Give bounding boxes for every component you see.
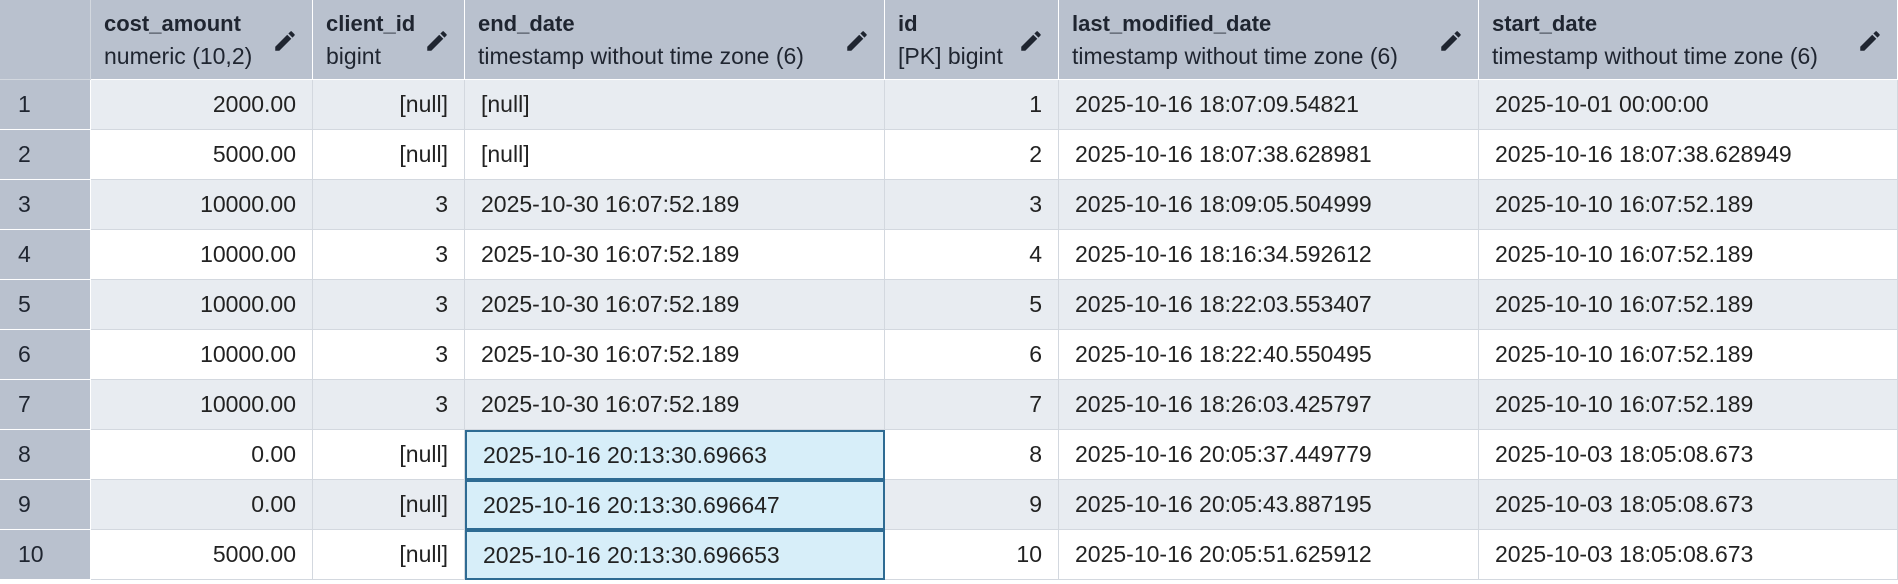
pencil-icon[interactable]: [424, 28, 450, 54]
cell-client-id[interactable]: 3: [313, 230, 465, 280]
cell-last-modified-date[interactable]: 2025-10-16 18:26:03.425797: [1059, 380, 1479, 430]
row-number[interactable]: 7: [0, 380, 91, 430]
cell-id[interactable]: 2: [885, 130, 1059, 180]
column-type: timestamp without time zone (6): [1072, 43, 1398, 69]
row-number[interactable]: 6: [0, 330, 91, 380]
cell-id[interactable]: 7: [885, 380, 1059, 430]
cell-cost-amount[interactable]: 5000.00: [91, 530, 313, 580]
cell-client-id[interactable]: [null]: [313, 530, 465, 580]
row-number[interactable]: 10: [0, 530, 91, 580]
row-number[interactable]: 8: [0, 430, 91, 480]
cell-client-id[interactable]: 3: [313, 330, 465, 380]
row-number[interactable]: 4: [0, 230, 91, 280]
pencil-icon[interactable]: [1857, 28, 1883, 54]
cell-end-date[interactable]: 2025-10-30 16:07:52.189: [465, 230, 885, 280]
cell-cost-amount[interactable]: 10000.00: [91, 380, 313, 430]
cell-last-modified-date[interactable]: 2025-10-16 20:05:43.887195: [1059, 480, 1479, 530]
cell-last-modified-date[interactable]: 2025-10-16 18:07:38.628981: [1059, 130, 1479, 180]
cell-last-modified-date[interactable]: 2025-10-16 20:05:51.625912: [1059, 530, 1479, 580]
cell-start-date[interactable]: 2025-10-03 18:05:08.673: [1479, 480, 1898, 530]
cell-id[interactable]: 1: [885, 80, 1059, 130]
cell-cost-amount[interactable]: 0.00: [91, 480, 313, 530]
cell-last-modified-date[interactable]: 2025-10-16 18:16:34.592612: [1059, 230, 1479, 280]
cell-end-date[interactable]: 2025-10-30 16:07:52.189: [465, 280, 885, 330]
cell-last-modified-date[interactable]: 2025-10-16 18:22:40.550495: [1059, 330, 1479, 380]
row-number[interactable]: 9: [0, 480, 91, 530]
cell-client-id[interactable]: [null]: [313, 480, 465, 530]
cell-cost-amount[interactable]: 10000.00: [91, 180, 313, 230]
cell-client-id[interactable]: [null]: [313, 430, 465, 480]
cell-end-date[interactable]: 2025-10-16 20:13:30.696647: [465, 480, 885, 530]
cell-cost-amount[interactable]: 2000.00: [91, 80, 313, 130]
cell-end-date[interactable]: [null]: [465, 130, 885, 180]
cell-client-id[interactable]: 3: [313, 180, 465, 230]
cell-id[interactable]: 3: [885, 180, 1059, 230]
column-type: timestamp without time zone (6): [478, 43, 804, 69]
column-header-id[interactable]: id [PK] bigint: [885, 0, 1059, 80]
cell-id[interactable]: 5: [885, 280, 1059, 330]
cell-id[interactable]: 10: [885, 530, 1059, 580]
cell-start-date[interactable]: 2025-10-10 16:07:52.189: [1479, 330, 1898, 380]
column-type: timestamp without time zone (6): [1492, 43, 1818, 69]
cell-id[interactable]: 6: [885, 330, 1059, 380]
column-name: id: [898, 11, 918, 36]
column-name: client_id: [326, 11, 416, 36]
column-header-end-date[interactable]: end_date timestamp without time zone (6): [465, 0, 885, 80]
cell-end-date[interactable]: 2025-10-16 20:13:30.696653: [465, 530, 885, 580]
column-header-last-modified-date[interactable]: last_modified_date timestamp without time…: [1059, 0, 1479, 80]
column-type: numeric (10,2): [104, 43, 253, 69]
cell-start-date[interactable]: 2025-10-10 16:07:52.189: [1479, 380, 1898, 430]
cell-start-date[interactable]: 2025-10-16 18:07:38.628949: [1479, 130, 1898, 180]
cell-end-date[interactable]: 2025-10-30 16:07:52.189: [465, 330, 885, 380]
cell-start-date[interactable]: 2025-10-03 18:05:08.673: [1479, 430, 1898, 480]
column-type: [PK] bigint: [898, 43, 1003, 69]
cell-start-date[interactable]: 2025-10-10 16:07:52.189: [1479, 280, 1898, 330]
column-name: end_date: [478, 11, 575, 36]
pencil-icon[interactable]: [1018, 28, 1044, 54]
cell-end-date[interactable]: [null]: [465, 80, 885, 130]
cell-id[interactable]: 4: [885, 230, 1059, 280]
cell-cost-amount[interactable]: 5000.00: [91, 130, 313, 180]
column-header-start-date[interactable]: start_date timestamp without time zone (6…: [1479, 0, 1898, 80]
cell-last-modified-date[interactable]: 2025-10-16 18:07:09.54821: [1059, 80, 1479, 130]
cell-end-date[interactable]: 2025-10-16 20:13:30.69663: [465, 430, 885, 480]
cell-cost-amount[interactable]: 0.00: [91, 430, 313, 480]
pencil-icon[interactable]: [844, 28, 870, 54]
cell-end-date[interactable]: 2025-10-30 16:07:52.189: [465, 380, 885, 430]
cell-start-date[interactable]: 2025-10-01 00:00:00: [1479, 80, 1898, 130]
column-type: bigint: [326, 43, 381, 69]
cell-last-modified-date[interactable]: 2025-10-16 20:05:37.449779: [1059, 430, 1479, 480]
pencil-icon[interactable]: [272, 28, 298, 54]
row-number[interactable]: 3: [0, 180, 91, 230]
cell-start-date[interactable]: 2025-10-10 16:07:52.189: [1479, 230, 1898, 280]
cell-last-modified-date[interactable]: 2025-10-16 18:22:03.553407: [1059, 280, 1479, 330]
cell-id[interactable]: 9: [885, 480, 1059, 530]
cell-cost-amount[interactable]: 10000.00: [91, 330, 313, 380]
cell-cost-amount[interactable]: 10000.00: [91, 230, 313, 280]
column-name: start_date: [1492, 11, 1598, 36]
row-number[interactable]: 5: [0, 280, 91, 330]
cell-cost-amount[interactable]: 10000.00: [91, 280, 313, 330]
cell-last-modified-date[interactable]: 2025-10-16 18:09:05.504999: [1059, 180, 1479, 230]
cell-start-date[interactable]: 2025-10-10 16:07:52.189: [1479, 180, 1898, 230]
column-name: last_modified_date: [1072, 11, 1272, 36]
pencil-icon[interactable]: [1438, 28, 1464, 54]
cell-start-date[interactable]: 2025-10-03 18:05:08.673: [1479, 530, 1898, 580]
grid-corner[interactable]: [0, 0, 91, 80]
cell-client-id[interactable]: [null]: [313, 80, 465, 130]
cell-id[interactable]: 8: [885, 430, 1059, 480]
cell-client-id[interactable]: [null]: [313, 130, 465, 180]
cell-client-id[interactable]: 3: [313, 380, 465, 430]
column-name: cost_amount: [104, 11, 241, 36]
cell-end-date[interactable]: 2025-10-30 16:07:52.189: [465, 180, 885, 230]
cell-client-id[interactable]: 3: [313, 280, 465, 330]
row-number[interactable]: 2: [0, 130, 91, 180]
row-number[interactable]: 1: [0, 80, 91, 130]
